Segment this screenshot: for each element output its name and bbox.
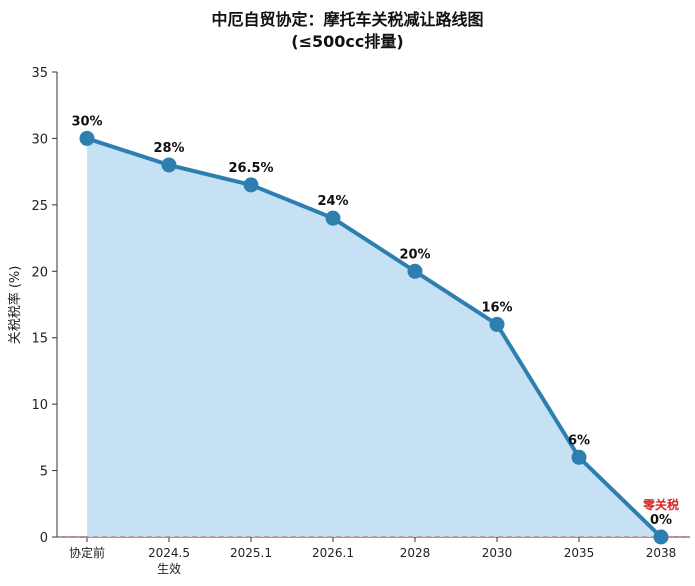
data-point (407, 263, 423, 279)
chart-title: 中厄自贸协定：摩托车关税减让路线图 (211, 10, 484, 29)
y-tick-label: 35 (31, 66, 48, 81)
y-tick-label: 0 (40, 531, 48, 546)
data-point (243, 177, 259, 193)
data-label: 6% (568, 433, 590, 448)
data-point (161, 157, 177, 173)
data-point (489, 316, 505, 332)
x-tick-label: 2026.1 (312, 546, 354, 560)
data-label: 16% (481, 300, 512, 315)
data-point (325, 210, 341, 226)
data-label: 30% (71, 114, 102, 129)
data-point (571, 449, 587, 465)
x-tick-sublabel: 生效 (157, 561, 181, 576)
data-points (79, 130, 669, 545)
y-axis-label: 关税税率 (%) (7, 266, 23, 345)
data-labels: 30% 28% 26.5% 24% 20% 16% 6% 0% (71, 114, 672, 528)
x-tick-label: 2024.5 (148, 546, 190, 560)
x-tick-label: 2038 (646, 546, 677, 560)
x-tick-label: 协定前 (69, 545, 105, 560)
x-tick-label: 2025.1 (230, 546, 272, 560)
series-line (85, 136, 663, 539)
y-tick-label: 25 (31, 199, 48, 214)
zero-tariff-annotation: 零关税 (642, 497, 679, 512)
x-tick-label: 2028 (400, 546, 431, 560)
data-label: 28% (153, 141, 184, 156)
data-label: 24% (317, 194, 348, 209)
y-tick-label: 30 (31, 132, 48, 147)
data-label: 20% (399, 247, 430, 262)
x-tick-label: 2035 (564, 546, 595, 560)
area-fill (87, 138, 661, 537)
y-tick-label: 5 (40, 465, 48, 480)
data-point (653, 529, 669, 545)
chart-subtitle: (≤500cc排量) (291, 32, 404, 51)
data-point (79, 130, 95, 146)
y-tick-label: 20 (31, 265, 48, 280)
y-tick-label: 15 (31, 332, 48, 347)
data-label: 0% (650, 513, 672, 528)
x-tick-label: 2030 (482, 546, 513, 560)
y-tick-label: 10 (31, 398, 48, 413)
data-label: 26.5% (228, 161, 273, 176)
